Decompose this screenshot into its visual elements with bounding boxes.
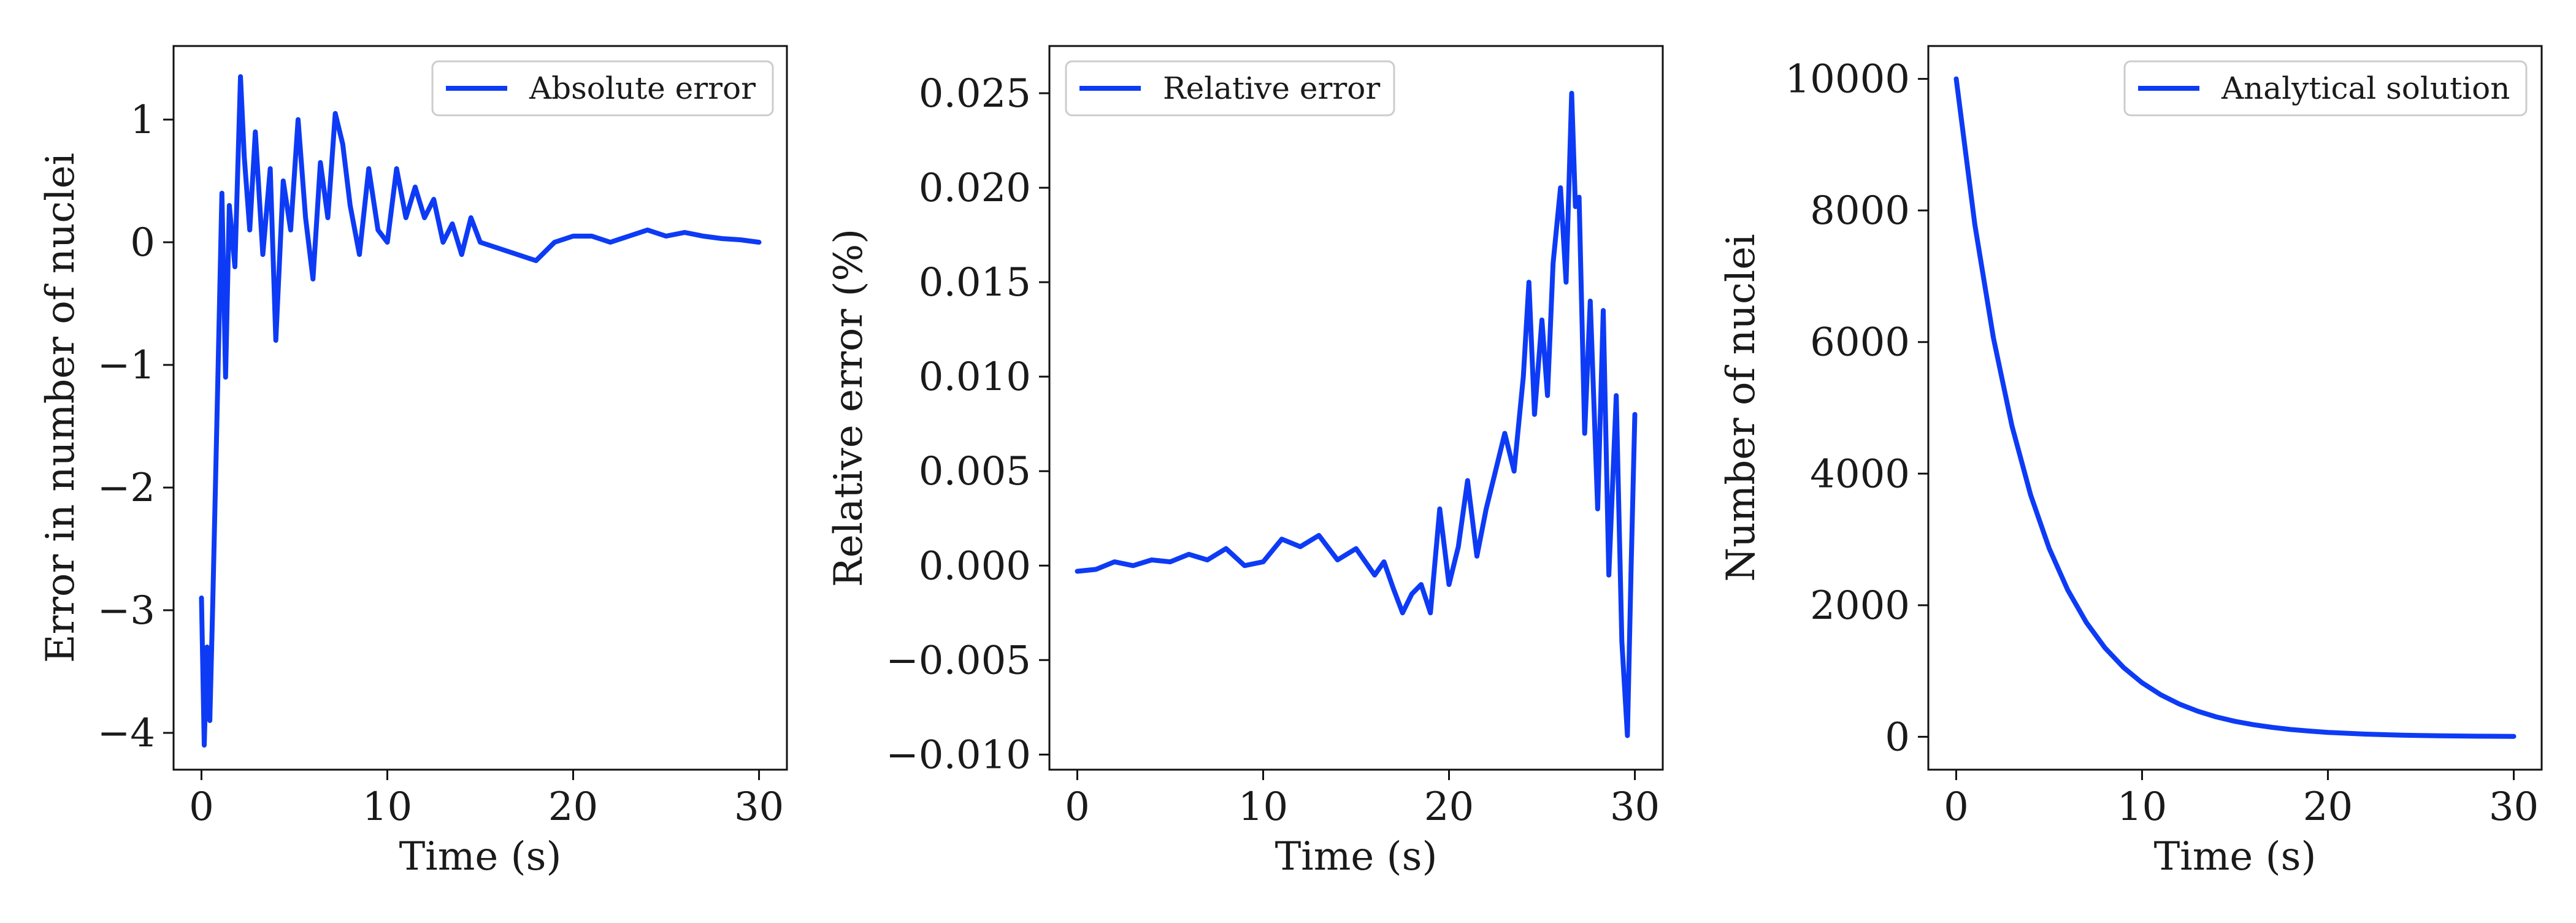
x-tick-label: 10 [2117,784,2167,830]
axes-frame [172,45,788,771]
x-axis-label: Time (s) [399,834,562,879]
y-tick-label: 10000 [1785,57,1910,102]
legend: Absolute error [431,60,774,117]
y-tick-label: 0.020 [919,166,1031,211]
x-tick-label: 10 [362,784,412,830]
y-tick-label: 2000 [1810,583,1910,629]
series-line [1953,76,2517,739]
x-tick-label: 0 [189,784,214,830]
y-tick-label: 0.010 [919,354,1031,400]
axes-frame [1927,45,2543,771]
x-axis-label: Time (s) [1275,834,1438,879]
y-tick-label: 0 [1885,714,1910,760]
y-tick-label: 1 [130,98,155,143]
x-tick-label: 30 [1610,784,1660,830]
y-tick-label: 0.015 [919,260,1031,305]
x-tick-label: 30 [2489,784,2539,830]
y-tick-label: −1 [98,343,155,388]
y-tick-label: 6000 [1810,320,1910,366]
y-axis-label: Error in number of nuclei [38,153,83,663]
y-tick-label: 0 [130,220,155,266]
y-axis-label: Number of nuclei [1719,234,1764,581]
legend-label: Analytical solution [2221,71,2510,106]
chart-panel-3: 0 10 20 30 0 2000 4000 6000 8000 10000 Time (s) Num… [1719,45,2543,879]
y-tick-label: 0.000 [919,543,1031,589]
chart-panel-2: 0 10 20 30 −0.010 −0.005 0.000 0.005 0.010 0.015 0… [826,45,1664,879]
y-tick-label: −0.010 [886,732,1031,778]
y-tick-label: 0.005 [919,449,1031,494]
legend: Relative error [1065,60,1395,117]
legend-box [431,60,774,117]
legend-label: Relative error [1163,71,1380,106]
x-tick-label: 10 [1238,784,1288,830]
legend-box [1065,60,1395,117]
legend-label: Absolute error [529,71,756,106]
legend-box [2123,60,2528,117]
series-line [199,74,762,748]
x-tick-label: 20 [1424,784,1474,830]
x-tick-label: 30 [734,784,784,830]
x-tick-label: 0 [1065,784,1090,830]
chart-panel-1: 0 10 20 30 −4 −3 −2 −1 0 1 Time (s) Error in number… [38,45,788,879]
x-tick-label: 20 [548,784,598,830]
y-tick-label: −0.005 [886,638,1031,683]
x-tick-label: 20 [2303,784,2353,830]
series-line [1075,91,1638,738]
y-tick-label: 8000 [1810,188,1910,234]
legend: Analytical solution [2123,60,2528,117]
axes-frame [1048,45,1664,771]
y-axis-label: Relative error (%) [826,229,872,588]
y-tick-label: −2 [98,465,155,511]
y-tick-label: 0.025 [919,71,1031,117]
x-tick-label: 0 [1944,784,1969,830]
x-axis-label: Time (s) [2154,834,2317,879]
y-tick-label: −4 [98,711,155,756]
y-tick-label: 4000 [1810,451,1910,497]
y-tick-label: −3 [98,588,155,634]
